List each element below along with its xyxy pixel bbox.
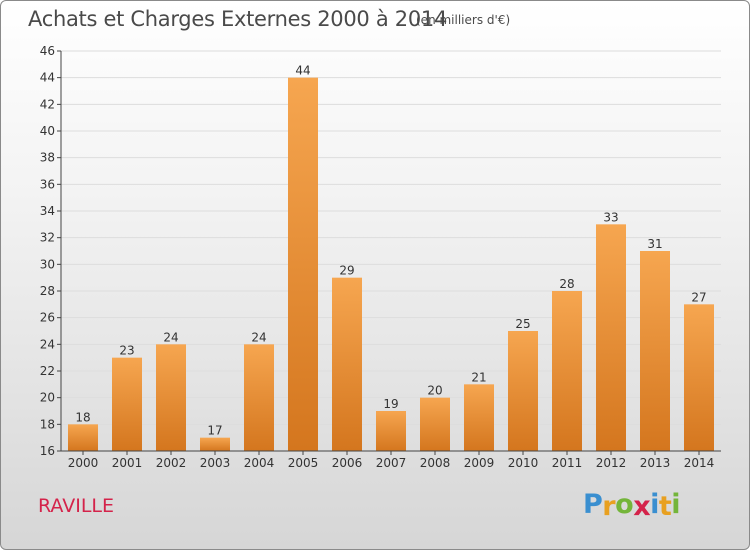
x-tick-label: 2013 [640, 456, 671, 470]
x-tick-label: 2004 [244, 456, 275, 470]
x-tick-label: 2009 [464, 456, 495, 470]
bar-2006 [332, 277, 362, 451]
x-tick-label: 2007 [376, 456, 407, 470]
y-tick-label: 16 [40, 444, 55, 458]
x-tick-label: 2002 [156, 456, 187, 470]
y-tick-label: 34 [40, 204, 55, 218]
y-tick-label: 24 [40, 337, 55, 351]
data-label: 33 [603, 210, 618, 224]
x-tick-label: 2003 [200, 456, 231, 470]
x-tick-label: 2008 [420, 456, 451, 470]
bar-2002 [156, 344, 186, 451]
y-tick-label: 28 [40, 284, 55, 298]
y-tick-label: 44 [40, 71, 55, 85]
chart-subtitle: (en milliers d'€) [416, 13, 511, 27]
x-tick-label: 2011 [552, 456, 583, 470]
y-tick-label: 32 [40, 231, 55, 245]
logo-letter: x [633, 491, 651, 522]
bar-2007 [376, 411, 406, 451]
y-tick-label: 20 [40, 391, 55, 405]
x-tick-label: 2014 [684, 456, 715, 470]
bar-2011 [552, 291, 582, 451]
data-label: 44 [295, 64, 310, 78]
data-label: 27 [691, 290, 706, 304]
data-label: 25 [515, 317, 530, 331]
proxiti-logo[interactable]: Proxiti [583, 489, 681, 522]
y-tick-label: 42 [40, 97, 55, 111]
bar-2004 [244, 344, 274, 451]
data-label: 29 [339, 264, 354, 278]
bar-2008 [420, 397, 450, 451]
x-tick-label: 2000 [68, 456, 99, 470]
x-tick-label: 2005 [288, 456, 319, 470]
data-label: 17 [207, 424, 222, 438]
y-tick-label: 30 [40, 257, 55, 271]
logo-letter: i [650, 489, 659, 520]
logo-letter: r [602, 491, 616, 522]
x-tick-label: 2001 [112, 456, 143, 470]
bar-2010 [508, 331, 538, 451]
bar-2009 [464, 384, 494, 451]
data-label: 24 [163, 330, 178, 344]
data-label: 23 [119, 344, 134, 358]
y-tick-label: 36 [40, 177, 55, 191]
y-tick-label: 18 [40, 417, 55, 431]
logo-letter: t [658, 491, 672, 522]
data-label: 24 [251, 330, 266, 344]
y-tick-label: 46 [40, 44, 55, 58]
bar-2014 [684, 304, 714, 451]
data-label: 20 [427, 384, 442, 398]
bar-2005 [288, 77, 318, 452]
data-label: 31 [647, 237, 662, 251]
bar-2003 [200, 437, 230, 451]
bar-2013 [640, 251, 670, 451]
logo-letter: o [615, 489, 634, 520]
x-tick-label: 2010 [508, 456, 539, 470]
y-tick-label: 26 [40, 311, 55, 325]
bar-2001 [112, 357, 142, 451]
chart-title: Achats et Charges Externes 2000 à 2014 [28, 7, 448, 31]
x-tick-label: 2006 [332, 456, 363, 470]
bar-2000 [68, 424, 98, 451]
data-label: 21 [471, 370, 486, 384]
axis-layer: 16 18 20 22 24 26 28 30 32 34 36 38 40 42 44 46 2000 2001… [40, 44, 721, 470]
bar-2012 [596, 224, 626, 451]
logo-letter: P [583, 489, 603, 520]
data-label: 18 [75, 410, 90, 424]
data-label: 28 [559, 277, 574, 291]
y-tick-label: 22 [40, 364, 55, 378]
logo-letter: i [671, 489, 681, 520]
bar-layer: 18 23 24 17 24 44 29 19 20 21 25 28 33 31 27 [68, 64, 714, 452]
x-tick-label: 2012 [596, 456, 627, 470]
data-label: 19 [383, 397, 398, 411]
y-tick-label: 38 [40, 151, 55, 165]
y-tick-label: 40 [40, 124, 55, 138]
commune-name: RAVILLE [38, 495, 114, 517]
